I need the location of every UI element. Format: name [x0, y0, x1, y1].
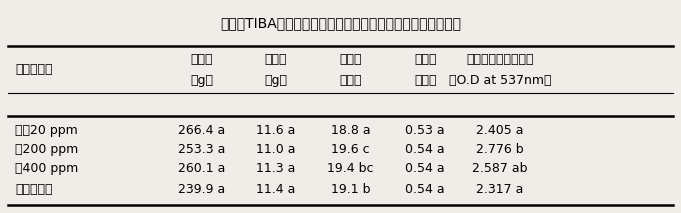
Text: 253.3 a: 253.3 a: [178, 143, 225, 156]
Text: 11.4 a: 11.4 a: [256, 183, 296, 196]
Text: 11.3 a: 11.3 a: [256, 162, 296, 175]
Text: 18.8 a: 18.8 a: [331, 124, 370, 137]
Text: 0.53 a: 0.53 a: [405, 124, 445, 137]
Text: （O.D at 537nm）: （O.D at 537nm）: [449, 74, 551, 87]
Text: （g）: （g）: [190, 74, 213, 87]
Text: （％）: （％）: [339, 74, 362, 87]
Text: 0.54 a: 0.54 a: [405, 162, 445, 175]
Text: （g）: （g）: [265, 74, 287, 87]
Text: 2.317 a: 2.317 a: [476, 183, 524, 196]
Text: 19.6 c: 19.6 c: [332, 143, 370, 156]
Text: 一粒重: 一粒重: [265, 53, 287, 66]
Text: 0.54 a: 0.54 a: [405, 143, 445, 156]
Text: 0.54 a: 0.54 a: [405, 183, 445, 196]
Text: アントシアニン含量: アントシアニン含量: [466, 53, 534, 66]
Text: 19.4 bc: 19.4 bc: [328, 162, 374, 175]
Text: 239.9 a: 239.9 a: [178, 183, 225, 196]
Text: 表３　TIBAの濃度別処理が「巨峰」の果実品質に及ぼす影響: 表３ TIBAの濃度別処理が「巨峰」の果実品質に及ぼす影響: [220, 16, 461, 30]
Text: 処　理　区: 処 理 区: [15, 63, 52, 76]
Text: （％）: （％）: [414, 74, 437, 87]
Text: 400 ppm: 400 ppm: [15, 162, 78, 175]
Text: 2.587 ab: 2.587 ab: [472, 162, 528, 175]
Text: 果房重: 果房重: [190, 53, 212, 66]
Text: 糖　度: 糖 度: [339, 53, 362, 66]
Text: 200 ppm: 200 ppm: [15, 143, 78, 156]
Text: 対　　　照: 対 照: [15, 183, 52, 196]
Text: 2.776 b: 2.776 b: [476, 143, 524, 156]
Text: 266.4 a: 266.4 a: [178, 124, 225, 137]
Text: 20 ppm: 20 ppm: [15, 124, 78, 137]
Text: 11.0 a: 11.0 a: [256, 143, 296, 156]
Text: 19.1 b: 19.1 b: [331, 183, 370, 196]
Text: 11.6 a: 11.6 a: [256, 124, 296, 137]
Text: 滴定酸: 滴定酸: [414, 53, 437, 66]
Text: 260.1 a: 260.1 a: [178, 162, 225, 175]
Text: 2.405 a: 2.405 a: [476, 124, 524, 137]
